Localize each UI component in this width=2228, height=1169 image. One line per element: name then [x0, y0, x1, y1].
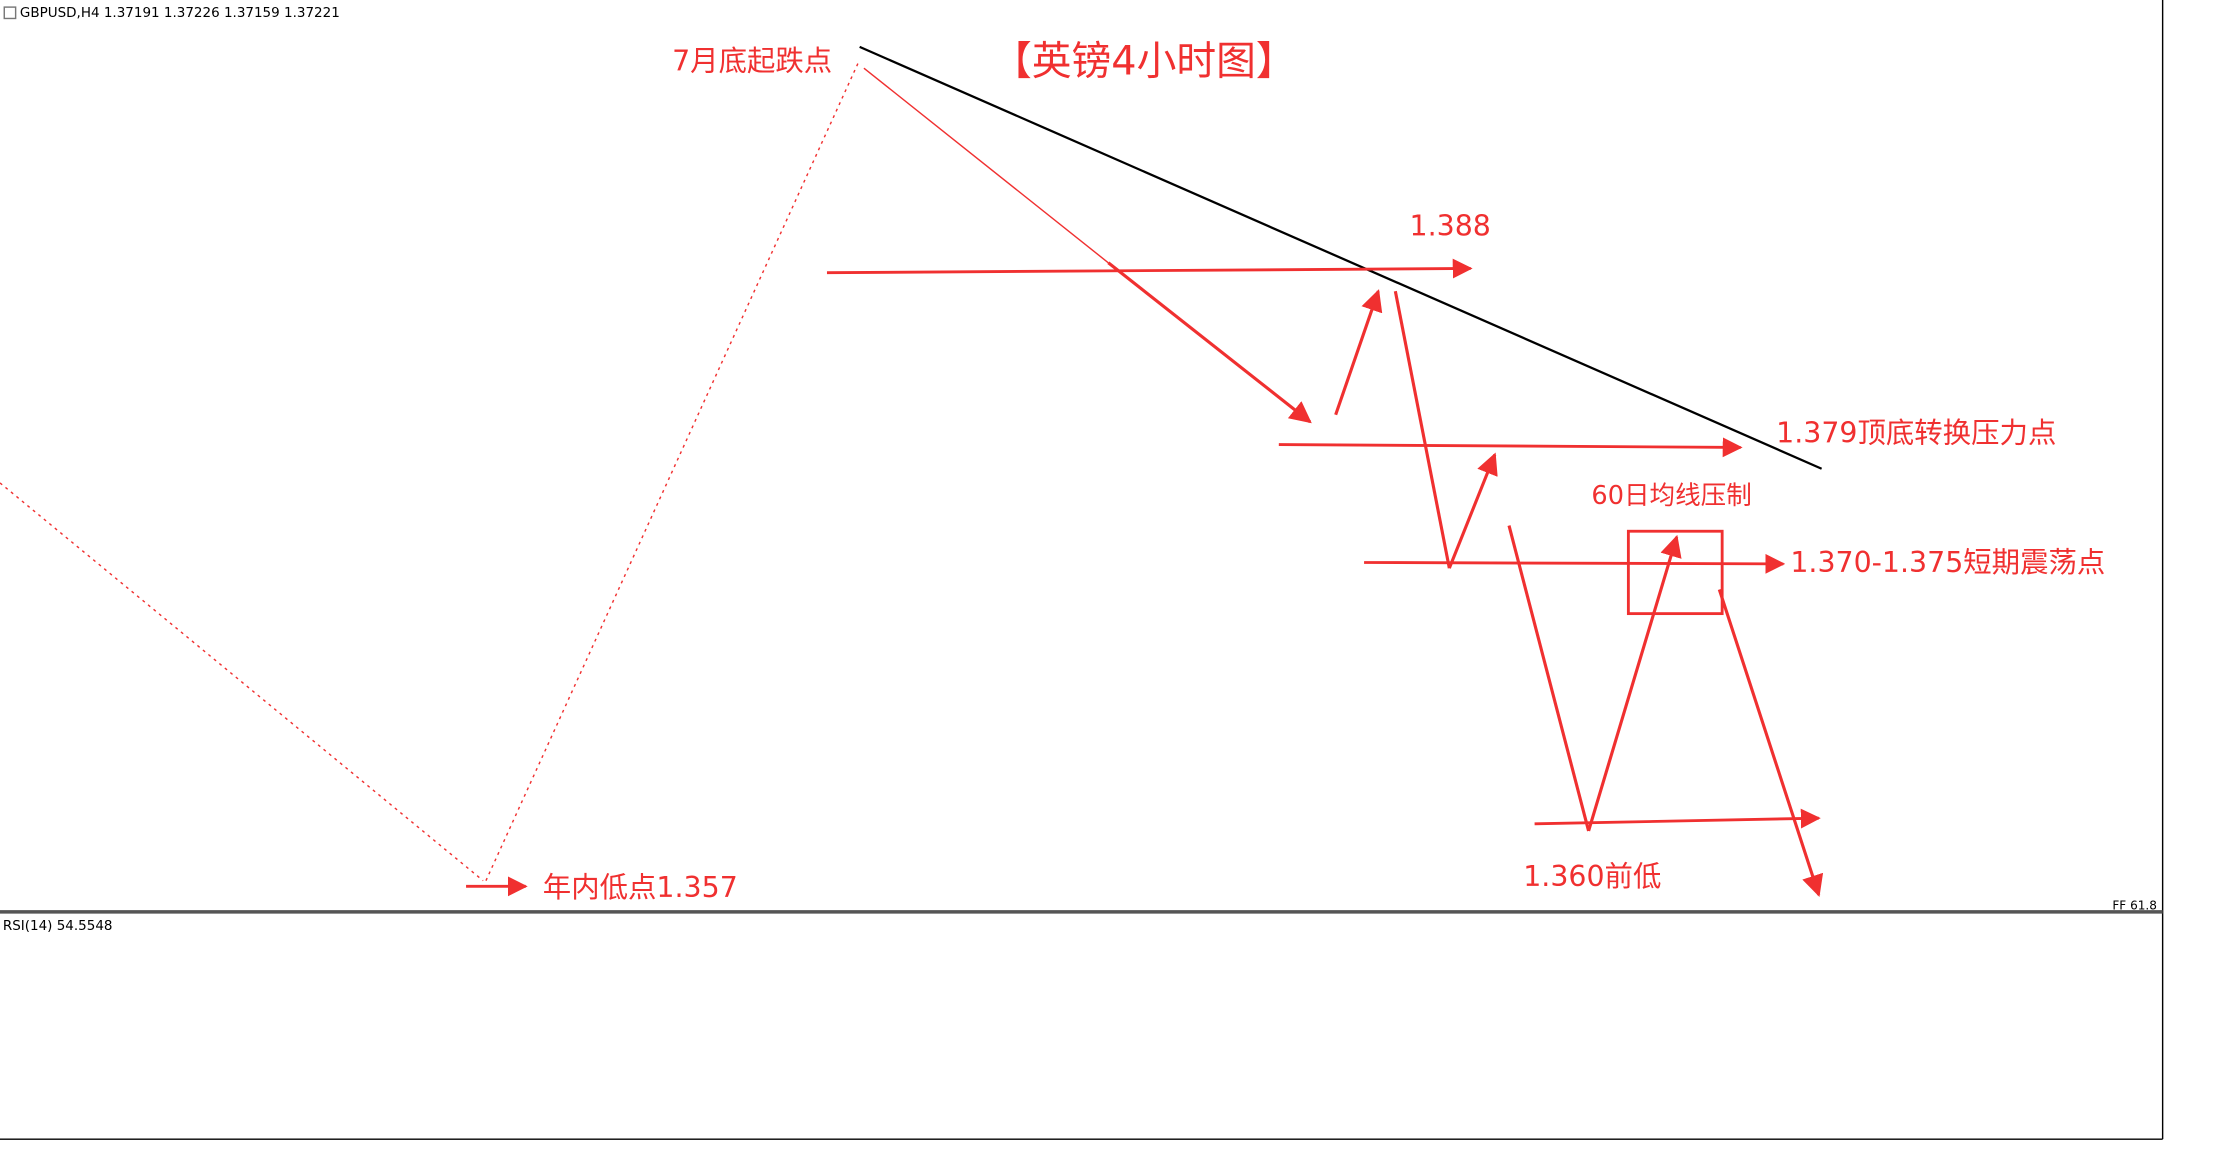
thin-line [863, 67, 1109, 264]
annotation: 1.388 [1410, 209, 1491, 242]
h-arrow [1364, 553, 1786, 574]
range-box [1626, 529, 1724, 616]
h-arrow [1534, 808, 1821, 829]
arrow [1587, 534, 1682, 832]
frame: GBPUSD,H4 1.37191 1.37226 1.37159 1.3722… [0, 0, 2164, 1140]
annotation: 60日均线压制 [1591, 481, 1751, 511]
arrow [1717, 588, 1824, 897]
arrow [1393, 290, 1451, 569]
header-icon [3, 6, 17, 20]
arrow [1107, 261, 1312, 424]
indicator-title: RSI(14) 54.5548 [3, 918, 113, 934]
annotation: 7月底起跌点 [672, 45, 832, 78]
dotted-line [0, 482, 484, 882]
trend-line [859, 45, 1823, 470]
dotted-line [485, 59, 861, 881]
arrow [1447, 452, 1498, 569]
annotations: 7月底起跌点 【英镑4小时图】 1.388 1.379顶底转换压力点 60日均线… [0, 38, 2105, 904]
h-arrow [1278, 437, 1743, 458]
annotation: 1.379顶底转换压力点 [1776, 417, 2056, 450]
arrow [1334, 289, 1383, 416]
arrow [1507, 525, 1591, 832]
annotation-title: 【英镑4小时图】 [992, 38, 1296, 84]
footnote: FF 61.8 [2112, 899, 2157, 913]
annotation: 年内低点1.357 [543, 871, 738, 904]
h-arrow [826, 258, 1473, 279]
chart-header: GBPUSD,H4 1.37191 1.37226 1.37159 1.3722… [20, 5, 340, 21]
annotation: 1.360前低 [1523, 860, 1661, 893]
annotation: 1.370-1.375短期震荡点 [1790, 546, 2105, 579]
